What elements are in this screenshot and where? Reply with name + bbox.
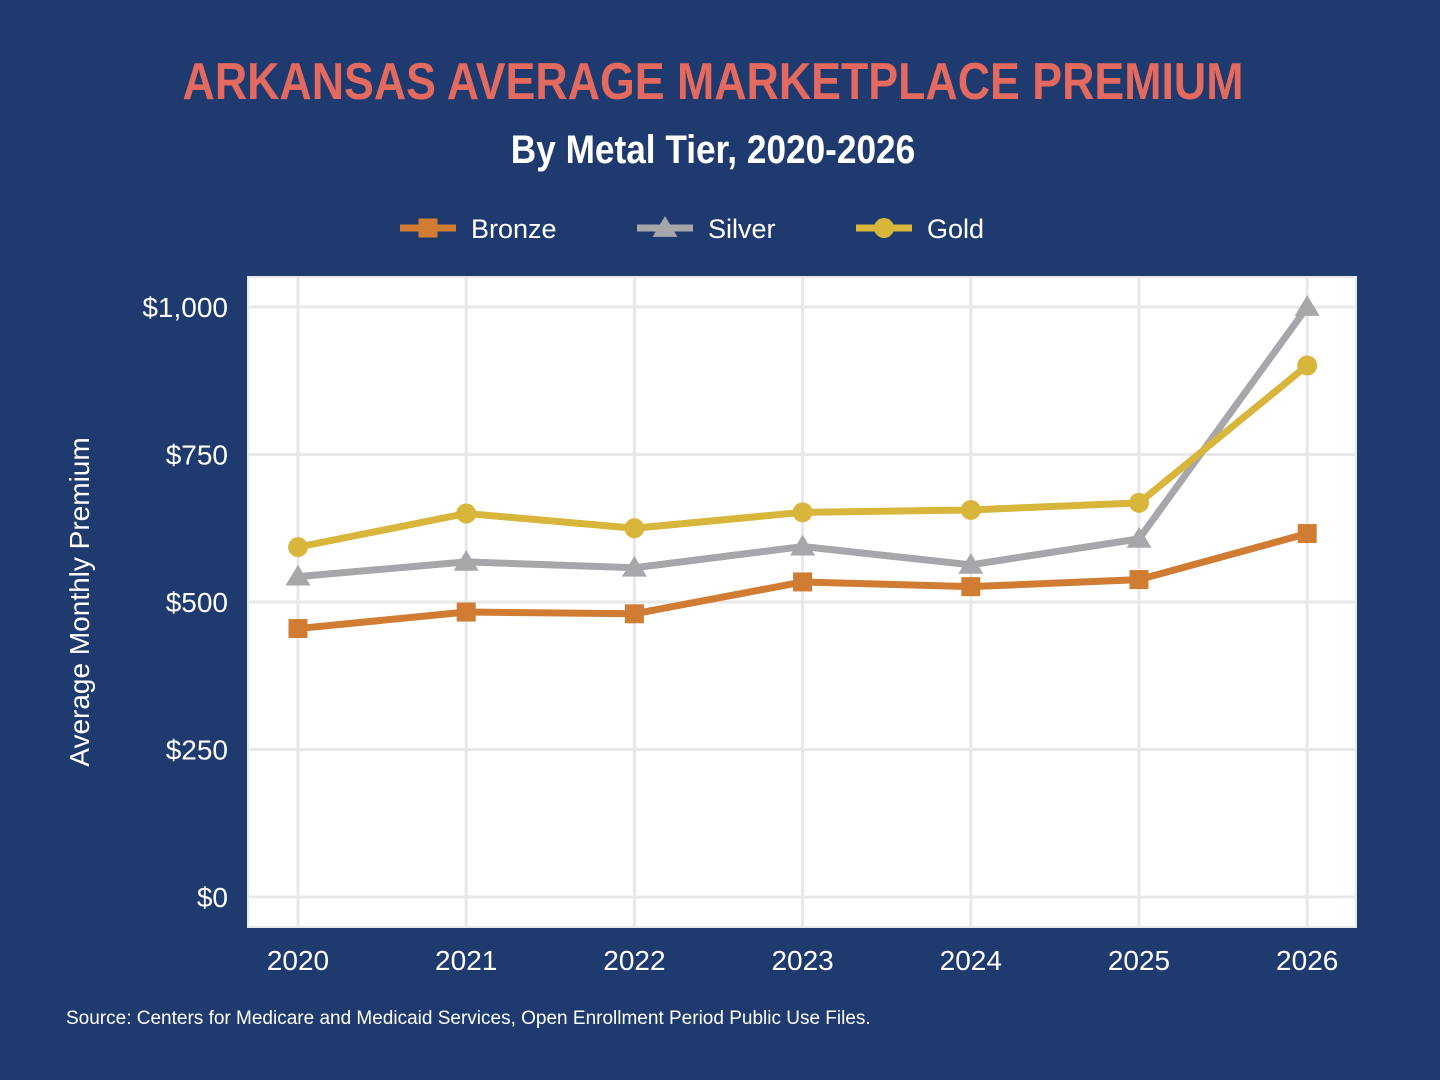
point-gold xyxy=(1297,355,1318,376)
x-tick-label: 2024 xyxy=(940,945,1002,976)
legend-item-bronze: Bronze xyxy=(400,214,557,244)
point-silver xyxy=(790,534,816,556)
legend-label-bronze: Bronze xyxy=(471,214,557,244)
chart-subtitle: By Metal Tier, 2020-2026 xyxy=(510,128,916,172)
point-bronze xyxy=(1297,524,1317,544)
point-gold xyxy=(1129,492,1149,513)
x-tick-label: 2021 xyxy=(435,945,497,976)
point-bronze xyxy=(793,572,813,592)
y-tick-label: $1,000 xyxy=(142,292,228,323)
point-bronze xyxy=(288,619,308,639)
point-silver xyxy=(285,564,311,586)
source-note: Source: Centers for Medicare and Medicai… xyxy=(66,1008,871,1029)
point-silver xyxy=(453,550,479,571)
series-bronze xyxy=(288,524,1317,639)
x-tick-label: 2023 xyxy=(771,945,833,976)
point-gold xyxy=(792,502,813,523)
y-tick-label: $250 xyxy=(166,735,228,766)
legend-item-gold: Gold xyxy=(856,214,984,244)
grid-lines xyxy=(249,278,1355,926)
point-silver xyxy=(1126,526,1152,548)
chart-legend: Bronze Silver Gold xyxy=(400,214,984,244)
legend-label-gold: Gold xyxy=(927,214,984,244)
point-silver xyxy=(621,555,647,577)
series-group xyxy=(285,295,1320,639)
point-gold xyxy=(288,537,308,558)
legend-item-silver: Silver xyxy=(637,214,776,244)
y-axis-label: Average Monthly Premium xyxy=(64,437,95,766)
series-gold xyxy=(288,355,1318,558)
x-tick-label: 2020 xyxy=(267,945,329,976)
x-axis-ticks: 2020 2021 2022 2023 2024 2025 2026 xyxy=(267,945,1338,976)
point-silver xyxy=(958,552,984,574)
point-gold xyxy=(624,518,645,539)
point-bronze xyxy=(456,602,476,622)
point-bronze xyxy=(961,577,981,597)
point-gold xyxy=(960,499,981,520)
y-tick-label: $500 xyxy=(166,587,228,618)
y-tick-label: $750 xyxy=(166,440,228,471)
x-tick-label: 2022 xyxy=(603,945,665,976)
point-bronze xyxy=(624,604,644,624)
point-bronze xyxy=(1129,570,1149,590)
point-silver xyxy=(1294,295,1320,316)
legend-label-silver: Silver xyxy=(708,214,776,244)
legend-marker-bronze xyxy=(418,218,438,238)
series-silver xyxy=(285,295,1320,586)
legend-marker-silver xyxy=(652,216,678,237)
y-axis-ticks: $0 $250 $500 $750 $1,000 xyxy=(142,292,228,913)
y-tick-label: $0 xyxy=(197,882,228,913)
line-chart: Bronze Silver Gold $0 $250 $500 $750 $1,000 20… xyxy=(64,214,1357,976)
x-tick-label: 2025 xyxy=(1108,945,1170,976)
chart-title: ARKANSAS AVERAGE MARKETPLACE PREMIUM xyxy=(182,53,1244,111)
legend-marker-gold xyxy=(874,218,894,238)
point-gold xyxy=(456,503,477,524)
x-tick-label: 2026 xyxy=(1276,945,1338,976)
